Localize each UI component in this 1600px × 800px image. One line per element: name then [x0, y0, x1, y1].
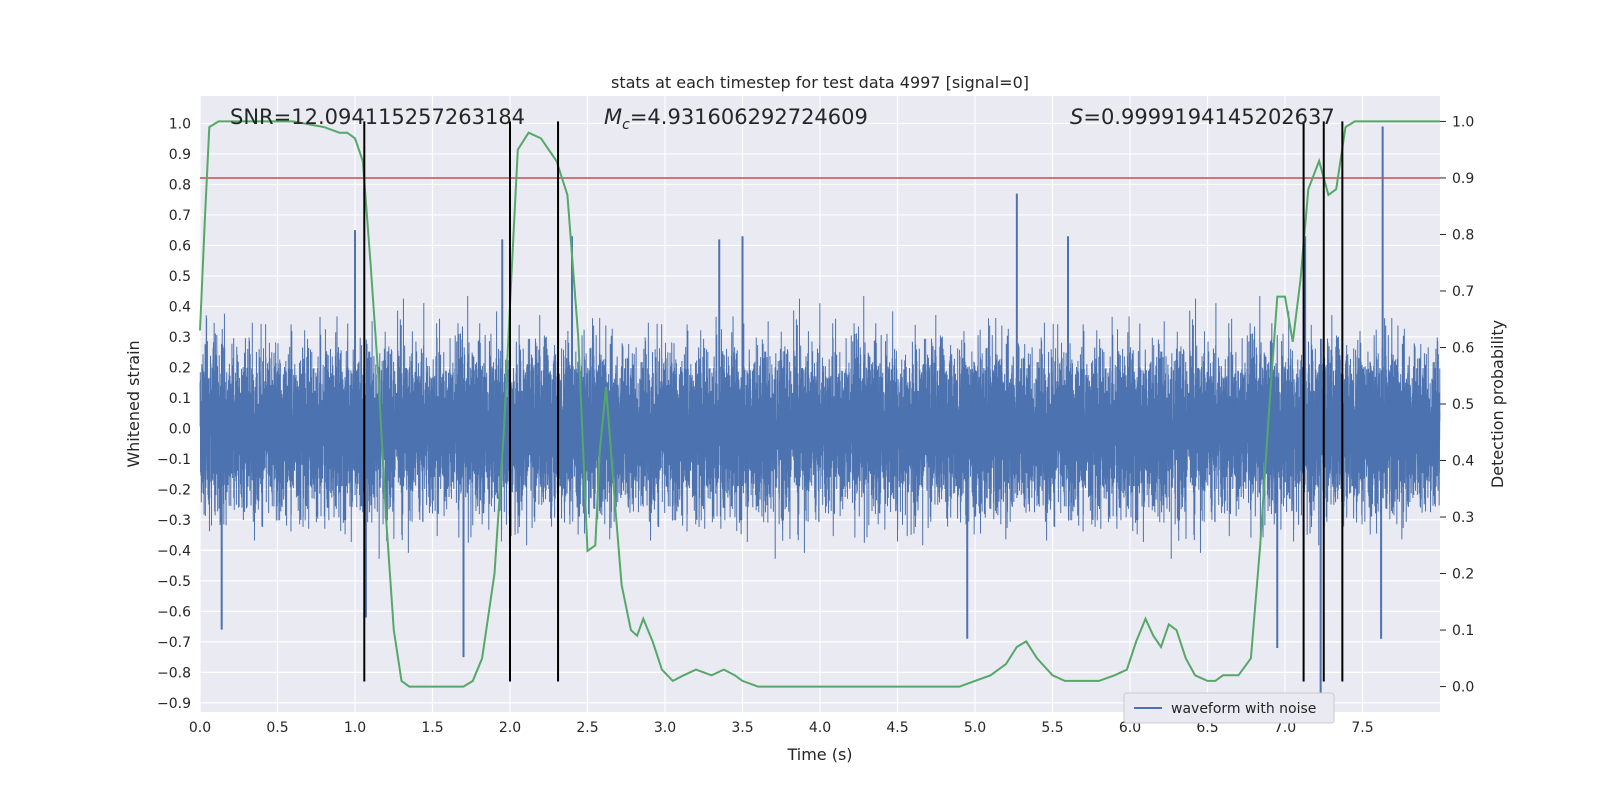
chart-title: stats at each timestep for test data 499… — [611, 73, 1029, 92]
y-tick-label: −0.6 — [157, 604, 191, 620]
waveform-line — [199, 295, 1441, 559]
y-tick-label: 0.6 — [169, 238, 191, 254]
chirp-mass-annotation: Mc=4.931606292724609 — [604, 105, 868, 133]
y-tick-label: 0.5 — [169, 269, 191, 285]
y-tick-label: 0.8 — [169, 177, 191, 193]
x-tick-label: 5.0 — [964, 720, 986, 736]
x-tick-label: 4.5 — [886, 720, 908, 736]
vertical-markers — [363, 121, 1344, 682]
x-tick-label: 2.0 — [499, 720, 521, 736]
y2-tick-label: 0.9 — [1452, 171, 1474, 187]
x-tick-label: 7.0 — [1274, 720, 1296, 736]
y-tick-label: 0.9 — [169, 147, 191, 163]
y2-tick-label: 0.6 — [1452, 340, 1474, 356]
y-tick-label: −0.4 — [157, 543, 191, 559]
probability-series — [199, 120, 1440, 688]
x-ticks: 0.0 0.5 1.0 1.5 2.0 2.5 3.0 3.5 4.0 4.5 5.0 5.5 6.0 6… — [189, 720, 1374, 736]
x-tick-label: 2.5 — [576, 720, 598, 736]
y-tick-label: −0.9 — [157, 696, 191, 712]
y-tick-label: −0.5 — [157, 574, 191, 590]
y2-tick-label: 0.0 — [1452, 680, 1474, 696]
x-tick-label: 5.5 — [1041, 720, 1063, 736]
x-tick-label: 3.0 — [654, 720, 676, 736]
y-tick-label: −0.1 — [157, 452, 191, 468]
y2-tick-label: 0.2 — [1452, 567, 1474, 583]
x-tick-label: 7.5 — [1351, 720, 1373, 736]
y2-tick-label: 0.8 — [1452, 227, 1474, 243]
legend: waveform with noise — [1123, 692, 1335, 724]
y2-ticks: 1.0 0.9 0.8 0.7 0.6 0.5 0.4 0.3 0.2 0.1 0.0 — [1440, 114, 1474, 696]
x-tick-label: 6.5 — [1196, 720, 1218, 736]
y-ticks: 1.0 0.9 0.8 0.7 0.6 0.5 0.4 0.3 0.2 0.1 0.0 −0.1 −0.… — [157, 116, 191, 711]
x-axis-label: Time (s) — [786, 745, 852, 764]
x-tick-label: 1.5 — [421, 720, 443, 736]
y2-tick-label: 1.0 — [1452, 114, 1474, 130]
x-tick-label: 0.0 — [189, 720, 211, 736]
score-annotation: S=0.9999194145202637 — [1070, 105, 1335, 129]
x-tick-label: 4.0 — [809, 720, 831, 736]
y-axis-label: Whitened strain — [124, 340, 143, 467]
legend-entry: waveform with noise — [1171, 701, 1316, 717]
y-tick-label: 0.2 — [169, 360, 191, 376]
snr-annotation: SNR=12.094115257263184 — [230, 105, 525, 129]
y-tick-label: −0.3 — [157, 513, 191, 529]
legend-box — [1123, 692, 1335, 724]
y2-tick-label: 0.3 — [1452, 510, 1474, 526]
x-tick-label: 0.5 — [266, 720, 288, 736]
y-tick-label: −0.7 — [157, 635, 191, 651]
y2-axis-label: Detection probability — [1488, 320, 1507, 488]
y-tick-label: 0.4 — [169, 299, 191, 315]
y-tick-label: 0.1 — [169, 391, 191, 407]
y-tick-label: 0.0 — [169, 421, 191, 437]
y2-tick-label: 0.1 — [1452, 623, 1474, 639]
y-tick-label: 1.0 — [169, 116, 191, 132]
x-tick-label: 3.5 — [731, 720, 753, 736]
probability-line — [199, 120, 1440, 688]
y2-tick-label: 0.4 — [1452, 454, 1474, 470]
y-tick-label: 0.3 — [169, 330, 191, 346]
y-tick-label: −0.8 — [157, 665, 191, 681]
y2-tick-label: 0.5 — [1452, 397, 1474, 413]
x-tick-label: 1.0 — [344, 720, 366, 736]
y2-tick-label: 0.7 — [1452, 284, 1474, 300]
y-tick-label: −0.2 — [157, 482, 191, 498]
y-tick-label: 0.7 — [169, 208, 191, 224]
strain-series — [199, 126, 1441, 709]
x-tick-label: 6.0 — [1119, 720, 1141, 736]
